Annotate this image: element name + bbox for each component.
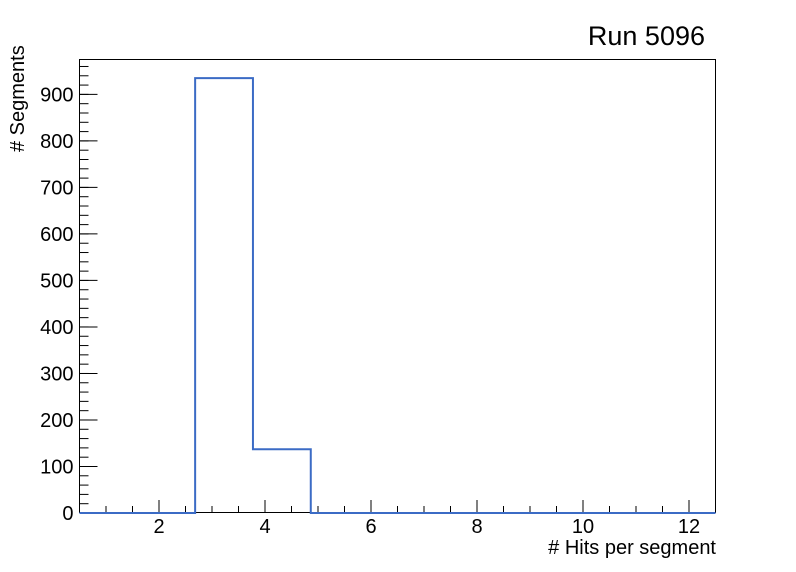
x-tick-label: 6 xyxy=(365,516,376,538)
axis-ticks xyxy=(79,65,716,514)
y-tick-label: 800 xyxy=(40,131,73,153)
chart-title: Run 5096 xyxy=(587,21,705,51)
y-tick-label: 600 xyxy=(40,224,73,246)
x-tick-label: 10 xyxy=(572,516,594,538)
x-axis-title: # Hits per segment xyxy=(548,537,716,559)
x-tick-label: 12 xyxy=(678,516,700,538)
plot-frame xyxy=(79,59,716,513)
x-tick-label: 2 xyxy=(153,516,164,538)
y-tick-label: 900 xyxy=(40,84,73,106)
y-tick-label: 400 xyxy=(40,317,73,339)
histogram-series xyxy=(79,77,716,514)
x-tick-label: 8 xyxy=(471,516,482,538)
histogram-line xyxy=(79,77,716,514)
axis-tick-labels: 2 4 6 8 10 12 0 100 200 300 400 500 600 700 800 900 xyxy=(40,84,700,538)
y-axis-title: # Segments xyxy=(7,45,29,152)
y-tick-label: 100 xyxy=(40,456,73,478)
y-tick-label: 300 xyxy=(40,363,73,385)
y-tick-label: 500 xyxy=(40,270,73,292)
y-tick-label: 700 xyxy=(40,177,73,199)
x-tick-label: 4 xyxy=(259,516,270,538)
y-tick-label: 0 xyxy=(62,503,73,525)
y-tick-label: 200 xyxy=(40,410,73,432)
